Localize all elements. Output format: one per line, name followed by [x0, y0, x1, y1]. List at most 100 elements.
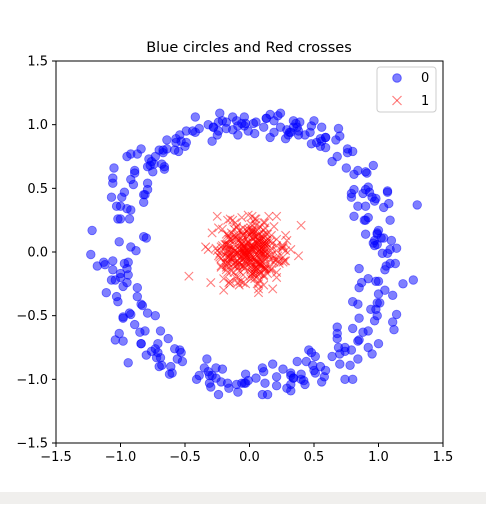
data-point-cross: [264, 211, 274, 221]
data-point-circle: [138, 189, 149, 200]
data-point-circle: [163, 333, 173, 344]
data-point-cross: [274, 258, 284, 269]
data-point-cross: [225, 276, 235, 286]
data-point-circle: [240, 378, 251, 388]
y-tick-label: −1.0: [16, 373, 48, 388]
data-point-cross: [268, 284, 278, 294]
y-tick-label: 1.0: [27, 118, 48, 133]
data-point-circle: [364, 187, 375, 197]
data-point-circle: [262, 389, 273, 400]
data-point-circle: [371, 193, 381, 204]
y-tick-label: 0.5: [27, 182, 48, 197]
data-point-cross: [281, 256, 291, 266]
x-tick-label: 1.5: [433, 450, 454, 465]
data-point-circle: [386, 235, 397, 246]
data-point-circle: [86, 249, 96, 260]
data-point-circle: [391, 309, 402, 320]
data-point-circle: [122, 151, 132, 162]
data-point-circle: [353, 336, 363, 346]
data-point-circle: [194, 370, 204, 381]
data-point-circle: [372, 311, 382, 321]
legend-label-0: 0: [421, 71, 429, 86]
legend-marker-1: [392, 95, 402, 106]
data-point-cross: [259, 280, 269, 290]
data-point-cross: [220, 239, 230, 249]
data-point-circle: [212, 130, 223, 140]
data-point-cross: [259, 270, 269, 280]
data-point-cross: [255, 237, 265, 247]
data-point-cross: [206, 278, 216, 288]
data-point-circle: [140, 326, 150, 336]
data-point-cross: [213, 251, 224, 261]
data-point-cross: [216, 262, 226, 272]
data-point-cross: [238, 223, 248, 233]
data-point-circle: [153, 347, 163, 358]
data-point-circle: [136, 299, 146, 309]
data-point-cross: [246, 271, 256, 281]
data-point-circle: [213, 117, 224, 127]
data-point-cross: [229, 267, 239, 277]
data-point-circle: [368, 160, 379, 171]
data-point-cross: [281, 246, 291, 256]
data-point-circle: [119, 187, 130, 197]
data-point-circle: [202, 354, 212, 364]
data-point-circle: [371, 276, 381, 287]
data-point-circle: [288, 373, 299, 383]
data-point-circle: [237, 118, 247, 129]
data-point-cross: [259, 249, 269, 260]
data-point-circle: [327, 351, 337, 362]
data-point-cross: [246, 252, 256, 262]
data-point-circle: [87, 225, 97, 236]
data-point-circle: [360, 201, 371, 211]
data-point-cross: [247, 260, 257, 270]
data-point-circle: [118, 313, 128, 323]
data-point-circle: [108, 265, 118, 275]
data-point-circle: [385, 258, 395, 269]
data-point-cross: [237, 247, 247, 257]
x-tick-label: −0.5: [169, 450, 201, 465]
data-point-cross: [272, 211, 282, 221]
data-point-circle: [203, 119, 213, 130]
data-point-circle: [181, 137, 192, 148]
data-point-circle: [129, 319, 140, 330]
data-point-cross: [238, 255, 248, 265]
data-point-circle: [271, 372, 282, 382]
data-point-circle: [233, 387, 243, 397]
data-point-cross: [223, 267, 233, 277]
data-point-circle: [260, 378, 270, 388]
data-point-circle: [332, 151, 342, 162]
x-tick-label: 0.0: [239, 450, 260, 465]
x-tick-label: 0.5: [304, 450, 325, 465]
data-point-circle: [101, 288, 112, 298]
y-tick-label: −0.5: [16, 309, 48, 324]
data-point-cross: [269, 221, 279, 232]
data-point-circle: [332, 333, 342, 344]
x-tick-label: −1.0: [105, 450, 137, 465]
data-point-circle: [380, 265, 390, 275]
x-tick-label: 1.0: [368, 450, 389, 465]
y-tick-label: −1.5: [16, 437, 48, 452]
data-point-cross: [242, 225, 252, 235]
data-point-cross: [223, 252, 233, 262]
data-point-circle: [136, 339, 146, 349]
data-point-circle: [173, 146, 184, 157]
data-point-circle: [348, 146, 358, 157]
data-point-circle: [123, 270, 133, 280]
data-point-cross: [234, 266, 244, 276]
data-point-circle: [271, 381, 282, 391]
data-point-circle: [292, 356, 302, 367]
data-point-cross: [237, 239, 247, 249]
data-point-cross: [279, 256, 289, 266]
data-point-circle: [150, 311, 161, 321]
data-point-cross: [259, 225, 269, 235]
data-point-cross: [233, 230, 243, 240]
data-point-circle: [380, 285, 390, 295]
plot-frame: [55, 60, 444, 444]
data-point-circle: [346, 188, 357, 199]
legend-marker-0: [392, 73, 402, 83]
data-point-circle: [259, 367, 269, 377]
data-point-circle: [283, 130, 293, 140]
data-point-circle: [372, 298, 382, 308]
legend-box: [376, 66, 437, 113]
